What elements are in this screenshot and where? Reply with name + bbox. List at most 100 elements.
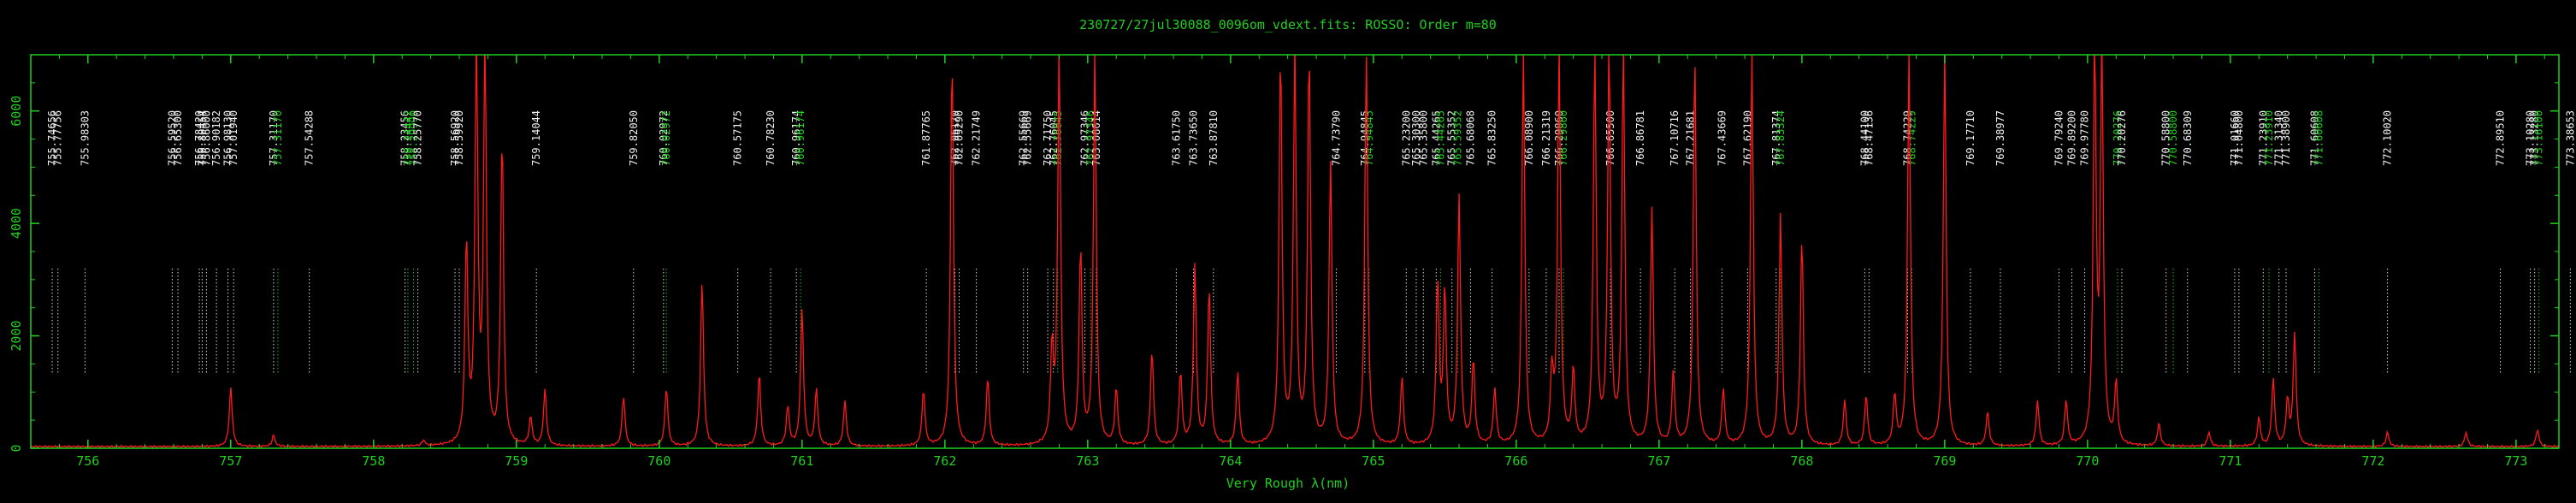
line-id-label: 767.10716 <box>1669 110 1681 166</box>
line-id-label: 767.62190 <box>1741 110 1753 166</box>
line-id-label: 756.59520 <box>166 110 178 166</box>
line-id-label: 764.94845 <box>1363 110 1375 166</box>
line-id-label: 761.87765 <box>920 110 932 166</box>
line-id-label: 766.21319 <box>1540 110 1552 166</box>
line-id-label: 770.68309 <box>2182 110 2194 166</box>
y-tick-label: 4000 <box>9 208 24 239</box>
x-tick-label: 773 <box>2504 453 2527 469</box>
line-id-label: 768.47136 <box>1863 110 1875 166</box>
line-id-label: 762.55669 <box>1022 110 1034 166</box>
line-id-label: 760.96174 <box>795 110 806 166</box>
x-tick-label: 758 <box>362 453 385 469</box>
line-id-label: 760.02972 <box>658 110 670 166</box>
line-id-label: 765.44265 <box>1434 110 1446 166</box>
line-id-label: 769.89200 <box>2066 110 2078 166</box>
line-id-label: 763.87810 <box>1208 110 1220 166</box>
x-tick-label: 759 <box>505 453 528 469</box>
line-id-label: 757.31170 <box>268 110 280 166</box>
line-id-label: 771.38900 <box>2280 110 2292 166</box>
line-id-label: 769.17710 <box>1964 110 1976 166</box>
line-id-label: 765.30300 <box>1410 110 1422 166</box>
line-id-label: 765.55352 <box>1446 110 1458 166</box>
line-id-label: 759.82050 <box>628 110 640 166</box>
x-tick-label: 765 <box>1362 453 1385 469</box>
chart-title: 230727/27jul30088_0096om_vdext.fits: ROS… <box>1079 17 1497 33</box>
y-tick-label: 0 <box>9 444 24 452</box>
line-id-label: 772.10020 <box>2382 110 2394 166</box>
line-id-label: 773.16100 <box>2533 110 2545 166</box>
line-id-label: 765.44265 <box>1430 110 1442 166</box>
line-id-label: 767.21681 <box>1685 110 1697 166</box>
x-tick-label: 761 <box>790 453 813 469</box>
x-axis-title: Very Rough λ(nm) <box>1226 476 1350 491</box>
line-id-label: 759.14044 <box>530 110 542 166</box>
line-id-label: 758.25770 <box>412 110 424 166</box>
line-id-label: 756.78420 <box>193 110 205 166</box>
line-id-label: 756.80454 <box>196 110 208 166</box>
line-id-label: 760.96174 <box>790 110 802 166</box>
x-tick-label: 769 <box>1933 453 1956 469</box>
line-id-label: 760.78230 <box>765 110 777 166</box>
line-id-label: 766.29860 <box>1557 110 1569 166</box>
x-tick-label: 756 <box>76 453 99 469</box>
line-id-label: 769.38977 <box>1994 110 2006 166</box>
x-tick-label: 767 <box>1647 453 1670 469</box>
line-id-label: 773.10280 <box>2525 110 2537 166</box>
line-id-label: 765.23200 <box>1400 110 1412 166</box>
line-id-label: 766.08900 <box>1523 110 1535 166</box>
x-tick-label: 768 <box>1790 453 1813 469</box>
line-id-label: 765.35800 <box>1417 110 1429 166</box>
line-id-label: 756.86000 <box>200 110 212 166</box>
line-id-label: 771.23910 <box>2257 110 2269 166</box>
x-tick-label: 764 <box>1219 453 1242 469</box>
x-tick-label: 771 <box>2219 453 2242 469</box>
line-id-label: 771.01660 <box>2229 110 2241 166</box>
x-tick-label: 763 <box>1076 453 1099 469</box>
line-id-label: 767.83324 <box>1775 110 1787 166</box>
x-tick-label: 760 <box>647 453 671 469</box>
line-id-label: 758.29990 <box>408 110 420 166</box>
line-id-label: 755.98303 <box>79 110 91 166</box>
line-id-label: 765.59352 <box>1451 110 1463 166</box>
line-id-label: 768.44100 <box>1858 110 1870 166</box>
line-id-label: 755.74656 <box>46 110 58 166</box>
line-id-label: 758.56920 <box>449 110 461 166</box>
line-id-label: 771.60608 <box>2313 110 2325 166</box>
line-id-label: 770.58800 <box>2160 110 2172 166</box>
x-tick-label: 770 <box>2076 453 2099 469</box>
line-id-label: 772.89510 <box>2495 110 2507 166</box>
line-id-label: 771.31340 <box>2273 110 2285 166</box>
line-id-label: 767.81374 <box>1770 110 1782 166</box>
line-id-label: 770.20276 <box>2112 110 2124 166</box>
x-tick-label: 762 <box>933 453 956 469</box>
line-id-label: 758.23456 <box>399 110 411 166</box>
line-id-label: 756.98130 <box>222 110 233 166</box>
line-id-label: 770.20276 <box>2116 110 2128 166</box>
y-tick-label: 6000 <box>9 96 24 127</box>
line-id-label: 762.97346 <box>1079 110 1091 166</box>
x-tick-label: 772 <box>2361 453 2384 469</box>
line-id-label: 762.06170 <box>949 110 961 166</box>
line-id-label: 756.90182 <box>210 110 222 166</box>
line-id-label: 773.38653 <box>2564 110 2576 166</box>
line-id-label: 770.58800 <box>2167 110 2179 166</box>
spectrum-series <box>31 55 2559 448</box>
line-id-label: 760.57175 <box>732 110 744 166</box>
line-id-label: 769.79240 <box>2053 110 2065 166</box>
line-id-label: 762.76045 <box>1048 110 1060 166</box>
line-id-label: 762.55669 <box>1018 110 1030 166</box>
line-id-label: 768.74229 <box>1905 110 1917 166</box>
line-id-label: 771.04800 <box>2233 110 2245 166</box>
line-id-label: 773.13280 <box>2529 110 2541 166</box>
x-tick-label: 757 <box>219 453 242 469</box>
line-id-label: 771.60608 <box>2308 110 2320 166</box>
line-id-label: 766.29860 <box>1553 110 1565 166</box>
line-id-label: 762.71750 <box>1042 110 1054 166</box>
line-id-label: 764.73790 <box>1330 110 1342 166</box>
line-id-label: 756.65300 <box>172 110 184 166</box>
line-id-label: 766.86781 <box>1634 110 1646 166</box>
line-id-label: 757.54288 <box>304 110 316 166</box>
line-id-label: 757.31170 <box>272 110 284 166</box>
line-id-label: 762.21749 <box>971 110 983 166</box>
